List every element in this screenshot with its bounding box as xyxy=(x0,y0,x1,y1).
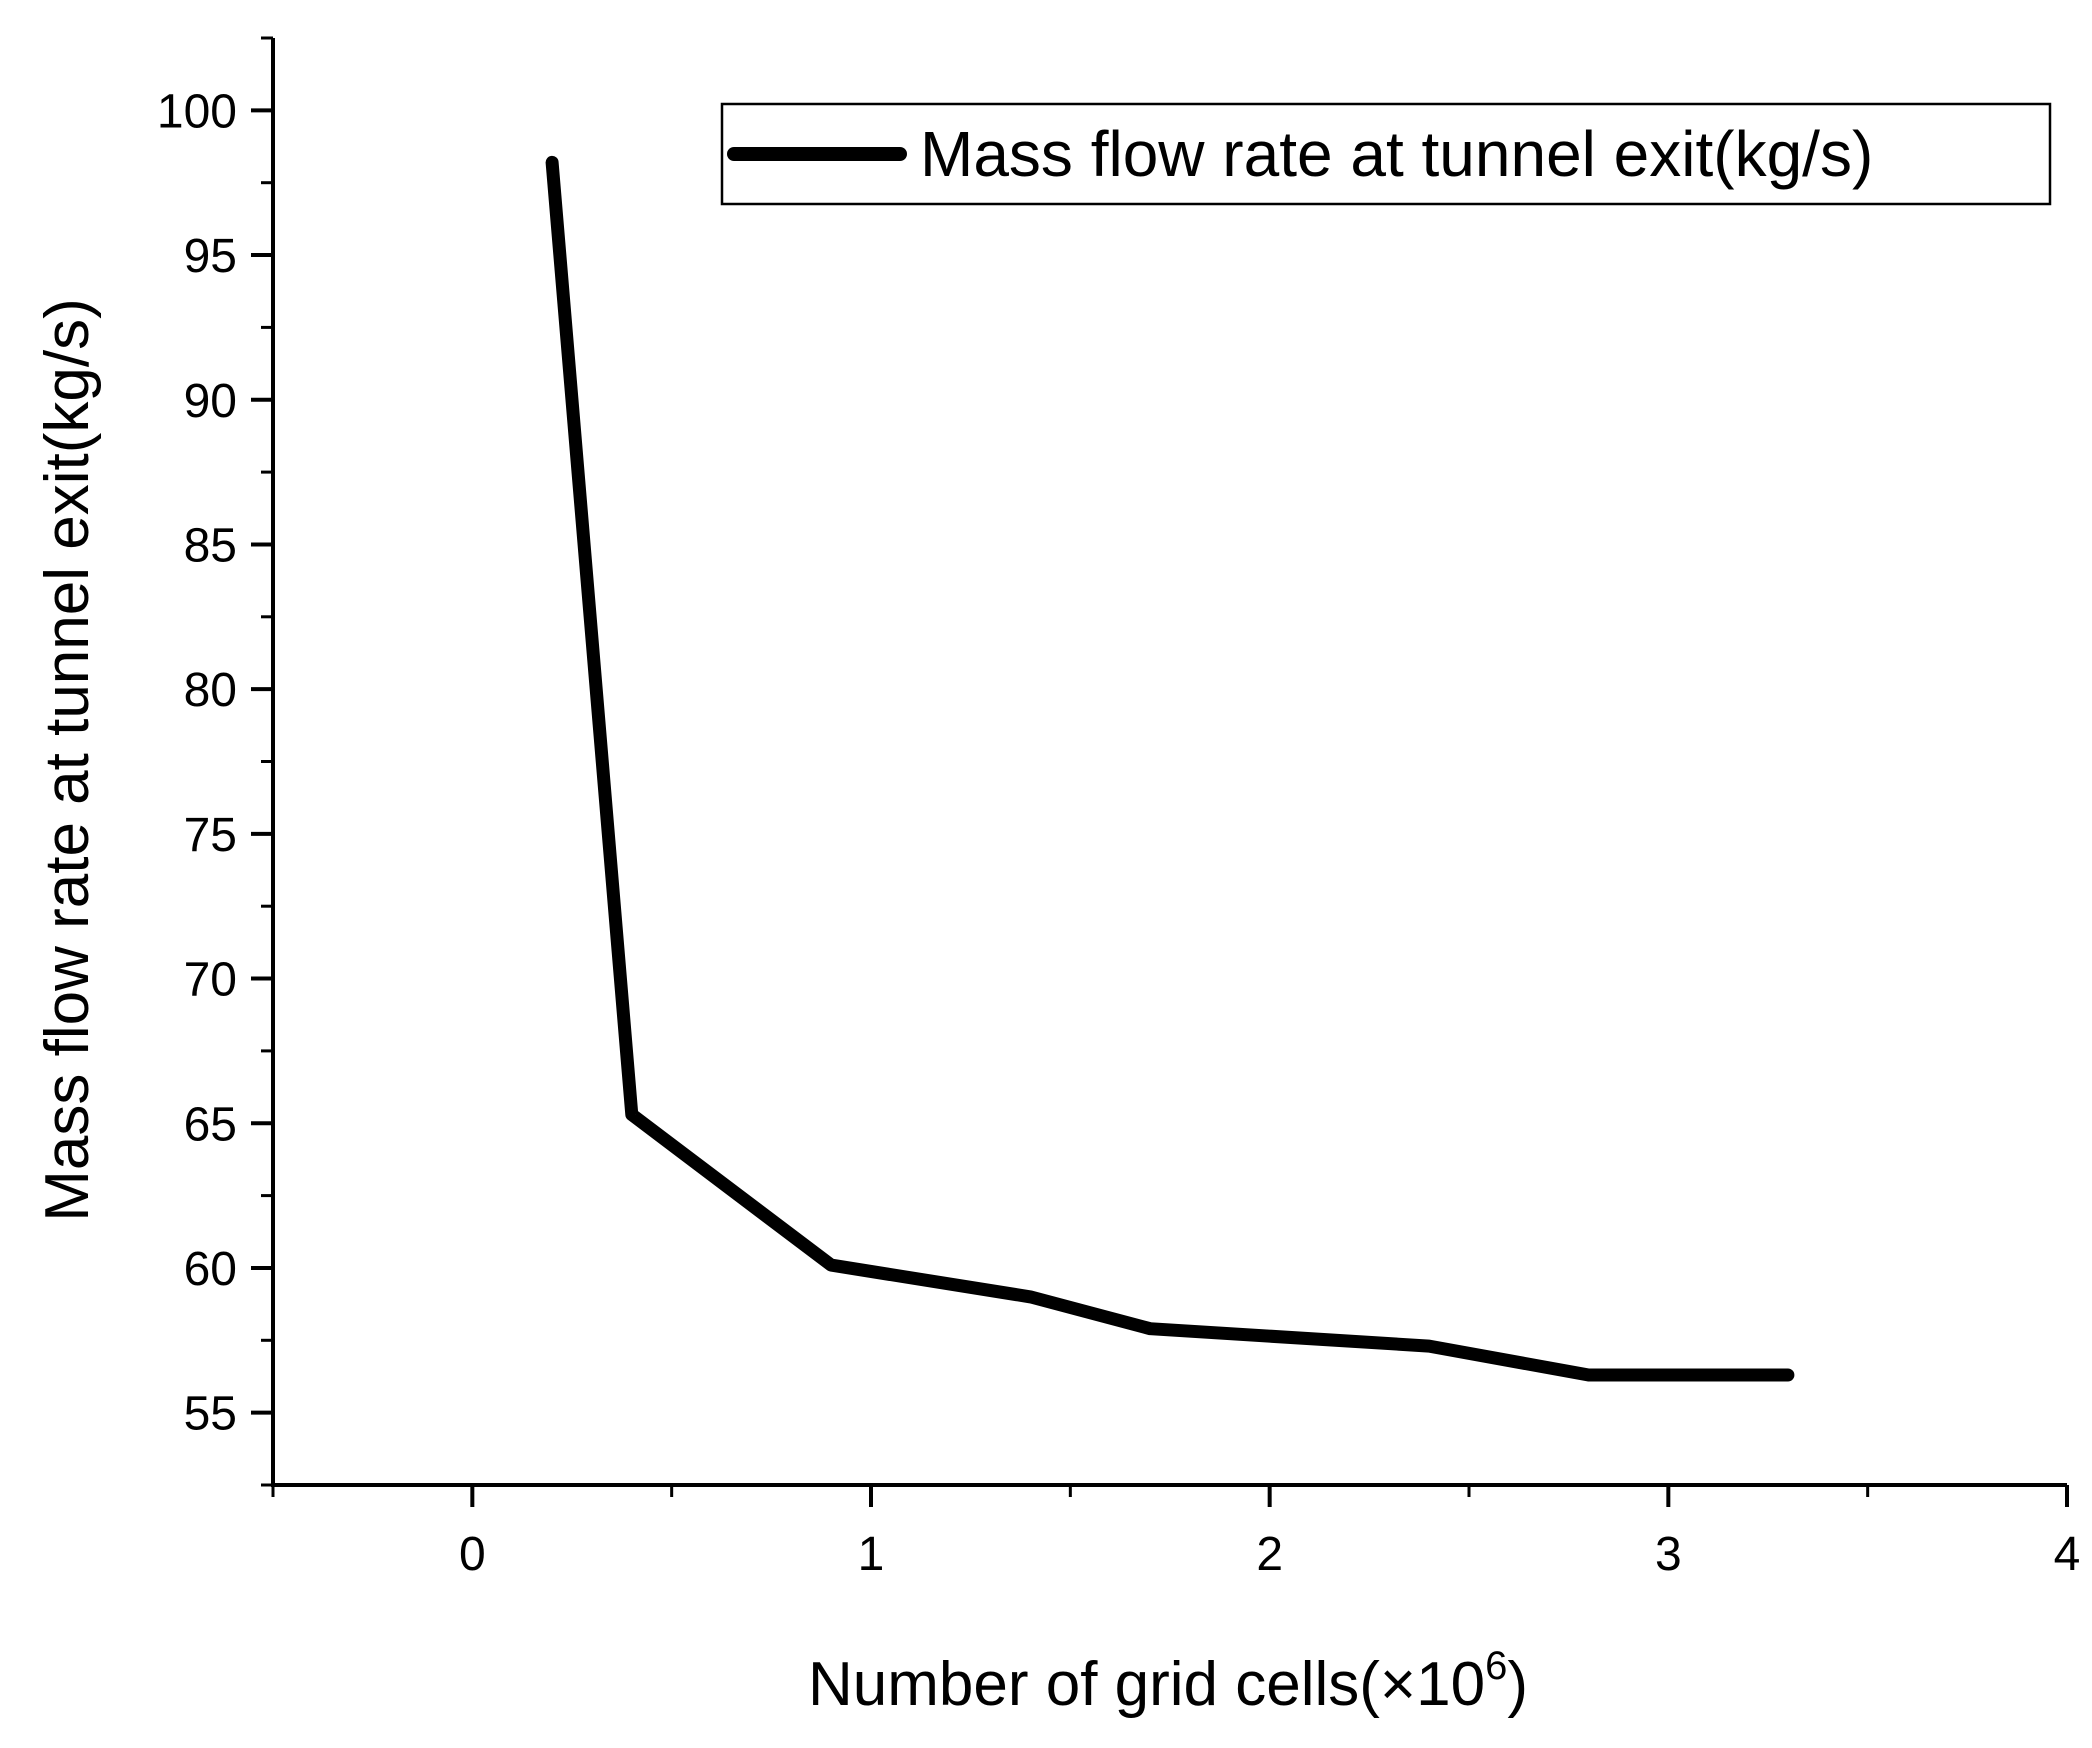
y-tick-label: 70 xyxy=(184,954,237,1007)
series-line xyxy=(545,155,1795,1382)
x-tick-label: 4 xyxy=(2054,1528,2081,1581)
series-layer xyxy=(545,155,1795,1382)
y-tick-label: 100 xyxy=(157,85,237,138)
x-tick-label: 1 xyxy=(858,1528,885,1581)
x-tick-label: 3 xyxy=(1655,1528,1682,1581)
y-tick-label: 80 xyxy=(184,664,237,717)
y-tick-label: 55 xyxy=(184,1388,237,1441)
x-axis-title-suffix: ) xyxy=(1507,1650,1528,1719)
x-axis-ticks: 0 1 2 3 4 xyxy=(271,1485,2081,1581)
y-axis-title: Mass flow rate at tunnel exit(kg/s) xyxy=(33,298,102,1221)
y-tick-label: 65 xyxy=(184,1098,237,1151)
x-axis-title: Number of grid cells(×106) xyxy=(808,1644,1528,1719)
x-axis-title-main: Number of grid cells(×10 xyxy=(808,1650,1485,1719)
legend-box xyxy=(720,102,2052,206)
x-tick-label: 0 xyxy=(459,1528,486,1581)
y-tick-label: 75 xyxy=(184,809,237,862)
y-tick-label: 95 xyxy=(184,230,237,283)
y-tick-label: 90 xyxy=(184,375,237,428)
legend: Mass flow rate at tunnel exit(kg/s) xyxy=(720,102,2052,206)
legend-label: Mass flow rate at tunnel exit(kg/s) xyxy=(920,118,1873,190)
y-axis-ticks: 55 60 65 70 75 80 85 90 95 100 xyxy=(157,36,273,1487)
x-tick-label: 2 xyxy=(1256,1528,1283,1581)
y-tick-label: 85 xyxy=(184,519,237,572)
x-axis-title-superscript: 6 xyxy=(1485,1644,1507,1688)
y-tick-label: 60 xyxy=(184,1243,237,1296)
